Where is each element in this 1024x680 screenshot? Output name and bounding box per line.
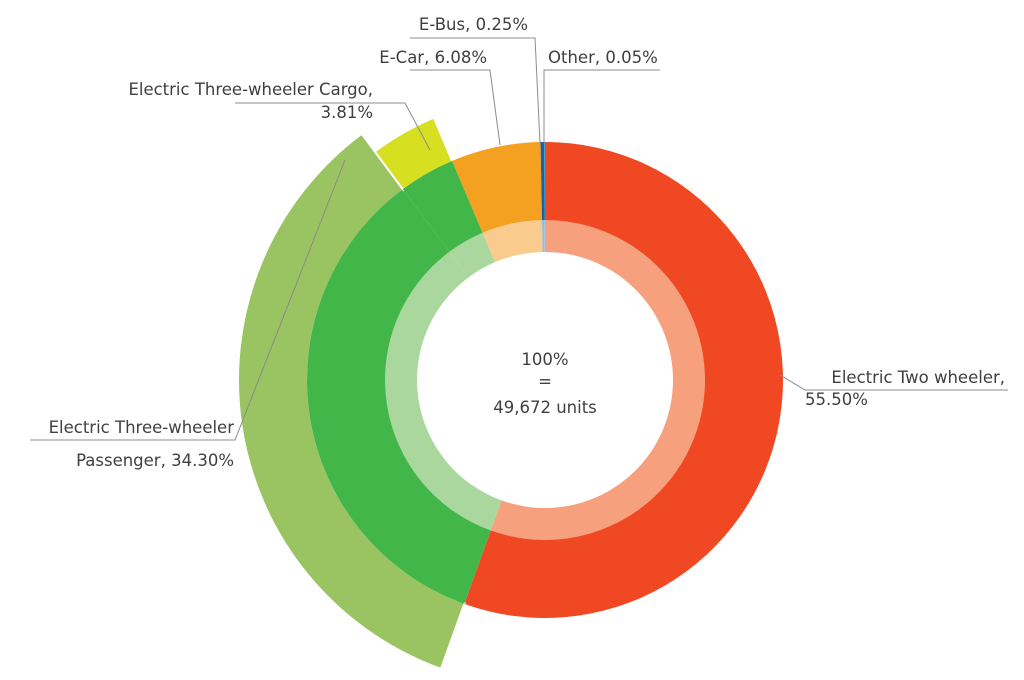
slice-electric-three-wheeler-cargo: [402, 160, 483, 253]
leader-line-other: [543, 69, 660, 143]
inner-slice-e-car: [482, 220, 543, 263]
label-e-car: E-Car, 6.08%: [379, 48, 487, 67]
inner-slice-electric-three-wheeler-passenger: [385, 251, 502, 531]
label-three-wheeler-cargo-line1: Electric Three-wheeler Cargo,: [128, 80, 373, 99]
inner-slice-electric-three-wheeler-cargo: [449, 232, 496, 278]
leader-line-three-wheeler-passenger: [30, 159, 346, 441]
label-other: Other, 0.05%: [548, 48, 658, 67]
slice-e-bus: [540, 142, 545, 222]
inner-slice-electric-two-wheeler: [490, 220, 706, 540]
inner-slice-other: [544, 219, 545, 252]
label-three-wheeler-passenger-line2: Passenger, 34.30%: [76, 451, 234, 470]
leader-line-two-wheeler: [779, 374, 1008, 391]
slice-e-car: [452, 142, 542, 234]
slice-other: [544, 141, 545, 221]
center-total-percent: 100%: [521, 350, 568, 369]
slice-electric-two-wheeler: [464, 142, 784, 618]
leader-line-three-wheeler-cargo: [235, 102, 431, 151]
chart-arcs: [237, 116, 784, 671]
label-three-wheeler-cargo-line2: 3.81%: [321, 103, 373, 122]
label-two-wheeler-line2: 55.50%: [805, 390, 868, 409]
label-e-bus: E-Bus, 0.25%: [419, 15, 528, 34]
slice-electric-three-wheeler-passenger: [307, 189, 492, 604]
leader-line-e-bus: [410, 37, 541, 144]
leader-line-e-car: [410, 69, 501, 146]
center-equals-sign: =: [538, 372, 552, 391]
center-total-units: 49,672 units: [493, 398, 597, 417]
inner-slice-e-bus: [541, 220, 545, 253]
label-two-wheeler-line1: Electric Two wheeler,: [831, 368, 1005, 387]
label-three-wheeler-passenger-line1: Electric Three-wheeler: [49, 418, 235, 437]
